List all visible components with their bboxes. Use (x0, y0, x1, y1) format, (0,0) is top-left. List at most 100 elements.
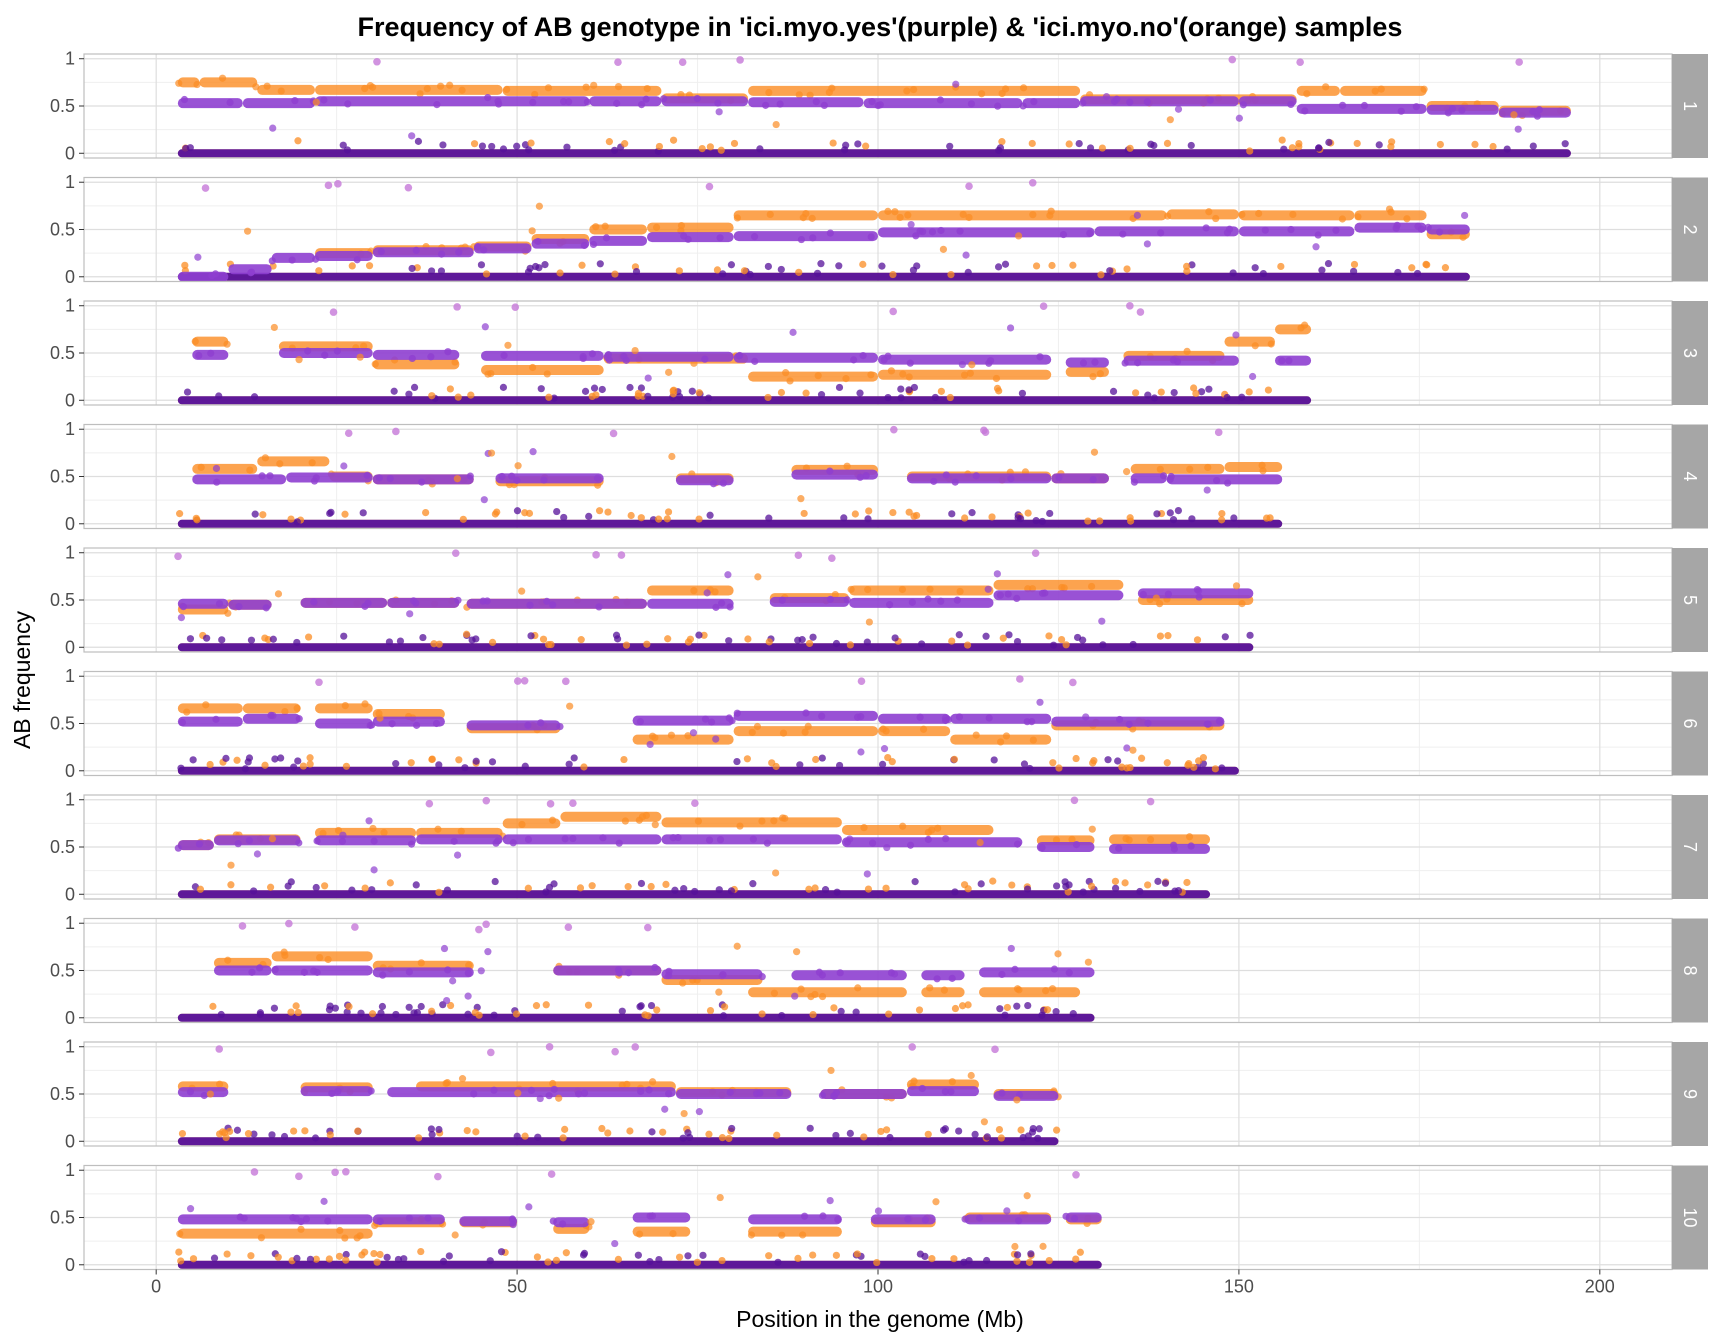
low-point (499, 145, 508, 153)
low-point (951, 888, 959, 896)
purple-point (669, 834, 677, 842)
y-tick-label: 0 (65, 1008, 75, 1028)
y-tick-label: 0 (65, 514, 75, 534)
purple-point (1397, 107, 1405, 115)
facet-panel-5: 500.51 (50, 543, 1708, 657)
outlier-point (889, 307, 897, 316)
low-point (1561, 140, 1569, 148)
purple-point (498, 472, 506, 481)
purple-segment (314, 250, 373, 261)
facet-panel-8: 800.51 (50, 913, 1708, 1028)
low-point (1075, 140, 1083, 148)
outlier-point (453, 303, 461, 311)
low-point (795, 268, 803, 276)
low-point (812, 755, 820, 764)
low-point (417, 1002, 425, 1011)
low-point (632, 267, 641, 276)
scatter-point (504, 341, 512, 349)
orange-point (648, 732, 657, 740)
outlier-point (592, 551, 600, 559)
purple-point (464, 969, 472, 977)
scatter-point (958, 360, 966, 369)
purple-segment (459, 1216, 518, 1227)
orange-point (965, 213, 973, 222)
scatter-point (703, 589, 711, 597)
low-point (491, 510, 499, 518)
low-point (321, 882, 329, 890)
low-point (428, 755, 436, 763)
orange-point (898, 585, 907, 594)
purple-segment (387, 597, 460, 608)
low-point (293, 518, 301, 526)
purple-point (418, 478, 426, 486)
purple-point (712, 603, 720, 611)
low-point (227, 881, 235, 889)
purple-point (1143, 98, 1151, 106)
purple-point (1038, 844, 1046, 852)
low-point (811, 884, 819, 892)
scatter-point (528, 227, 536, 235)
outlier-point (1515, 58, 1523, 66)
low-point (463, 1127, 471, 1135)
low-point (743, 755, 751, 763)
low-point (946, 142, 954, 150)
scatter-point (827, 1066, 835, 1075)
facet-strip-label: 8 (1680, 965, 1700, 975)
low-point (621, 140, 629, 148)
orange-point (353, 1234, 361, 1242)
purple-point (1287, 100, 1295, 109)
orange-segment (878, 210, 1167, 221)
orange-point (828, 84, 836, 92)
low-point (430, 640, 438, 648)
low-point (439, 1257, 448, 1265)
low-point (1529, 142, 1537, 150)
outlier-point (1031, 549, 1040, 557)
low-point (595, 507, 604, 515)
purple-segment (791, 469, 878, 480)
orange-segment (748, 987, 907, 998)
purple-point (295, 839, 303, 847)
outlier-point (564, 923, 573, 931)
low-point (392, 760, 400, 768)
purple-point (1133, 359, 1142, 367)
low-point (998, 138, 1006, 146)
low-point (1375, 141, 1383, 149)
purple-segment (878, 354, 1052, 365)
orange-point (802, 209, 810, 218)
low-point (325, 1255, 333, 1263)
facet-strip-label: 4 (1680, 471, 1700, 481)
low-point (1086, 144, 1095, 152)
purple-point (1533, 112, 1542, 120)
low-point (1408, 264, 1416, 272)
low-point (294, 137, 302, 145)
low-point (491, 877, 499, 886)
low-point (700, 631, 708, 639)
purple-point (778, 596, 786, 604)
purple-segment (675, 475, 734, 486)
orange-point (806, 91, 814, 99)
purple-point (1213, 476, 1221, 485)
low-point (928, 1255, 936, 1263)
scatter-point (227, 861, 235, 869)
low-point (1278, 136, 1286, 144)
orange-segment (1166, 209, 1239, 220)
low-point (1013, 1002, 1021, 1010)
scatter-point (274, 590, 283, 598)
orange-point (766, 210, 774, 219)
low-point (1174, 887, 1183, 895)
low-point (1218, 764, 1226, 772)
outlier-point (404, 183, 413, 192)
low-point (1144, 881, 1152, 889)
low-point (859, 260, 867, 268)
low-point (1238, 393, 1246, 401)
low-point (266, 883, 275, 891)
scatter-point (376, 714, 384, 722)
low-point (1280, 145, 1288, 153)
purple-point (589, 240, 598, 249)
low-point (565, 760, 573, 768)
orange-point (281, 707, 289, 716)
purple-segment (466, 720, 561, 731)
low-point (777, 388, 786, 397)
orange-point (926, 984, 934, 992)
low-point (897, 394, 905, 402)
